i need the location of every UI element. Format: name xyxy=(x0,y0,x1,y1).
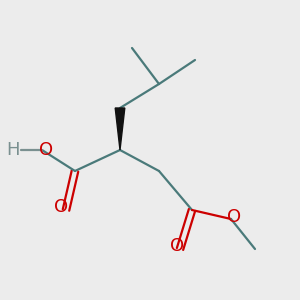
Text: H: H xyxy=(6,141,20,159)
Text: O: O xyxy=(227,208,241,226)
Text: O: O xyxy=(54,198,69,216)
Polygon shape xyxy=(115,108,125,150)
Text: O: O xyxy=(170,237,184,255)
Text: O: O xyxy=(39,141,54,159)
